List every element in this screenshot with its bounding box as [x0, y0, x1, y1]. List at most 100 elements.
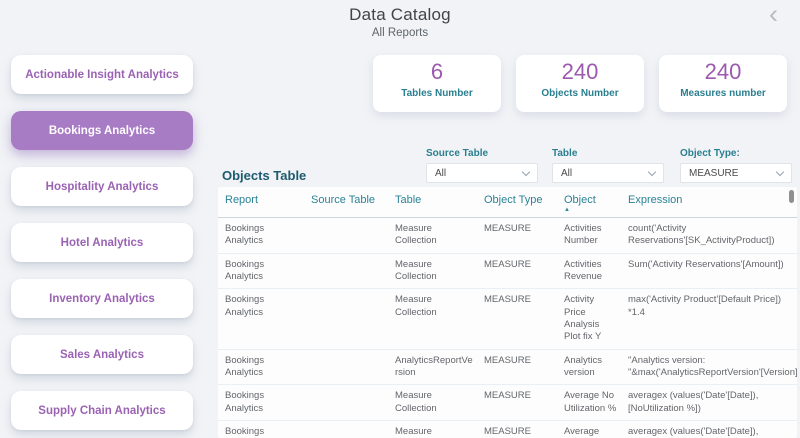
page-title: Data Catalog — [349, 5, 451, 24]
cell-expression: averagex (values('Date'[Date]), [NoUtili… — [628, 390, 759, 414]
cell-expression: count('Activity Reservations'[SK_Activit… — [628, 223, 775, 247]
kpi-value: 240 — [561, 59, 599, 84]
sidebar-item-inventory-analytics[interactable]: Inventory Analytics — [11, 279, 193, 318]
back-icon[interactable]: ‹ — [769, 0, 778, 29]
cell-table: Measure Collection — [395, 294, 437, 318]
objects-table-title: Objects Table — [222, 168, 307, 183]
cell-source-table — [311, 223, 395, 248]
sidebar-item-label: Inventory Analytics — [49, 292, 155, 305]
table-row[interactable]: Bookings Analytics Measure Collection ME… — [218, 254, 797, 290]
object-type-dropdown[interactable]: MEASURE — [680, 163, 792, 183]
cell-object: Average No Utilization % — [564, 390, 617, 414]
cell-object: Activity Price Analysis Plot fix Y — [564, 294, 602, 343]
cell-object-type: MEASURE — [484, 223, 531, 234]
sidebar-item-bookings-analytics[interactable]: Bookings Analytics — [11, 111, 193, 150]
cell-table: AnalyticsReportVersion — [395, 354, 473, 379]
table-row[interactable]: Bookings Analytics Measure Collection ME… — [218, 289, 797, 350]
kpi-label: Measures number — [680, 88, 766, 99]
filter-object-type: Object Type: MEASURE — [680, 148, 792, 183]
table-scrollbar-thumb[interactable] — [789, 190, 794, 203]
cell-report: Bookings Analytics — [225, 390, 265, 414]
table-body: Bookings Analytics Measure Collection ME… — [218, 218, 797, 438]
sidebar-item-label: Hotel Analytics — [60, 236, 144, 249]
cell-report: Bookings Analytics — [225, 426, 265, 438]
cell-report: Bookings Analytics — [225, 258, 265, 283]
filter-table: Table All — [552, 148, 664, 183]
filter-selected-value: MEASURE — [689, 167, 739, 179]
column-header-table[interactable]: Table ▲ — [395, 194, 484, 213]
chevron-down-icon — [647, 167, 657, 176]
column-header-label: Table — [395, 194, 422, 206]
table-row[interactable]: Bookings Analytics Measure Collection ME… — [218, 218, 797, 254]
table-row[interactable]: Bookings Analytics Measure Collection ME… — [218, 385, 797, 422]
sidebar-item-label: Supply Chain Analytics — [38, 404, 166, 417]
source-table-dropdown[interactable]: All — [426, 163, 538, 183]
kpi-value: 240 — [704, 59, 742, 84]
cell-object: Analytics version — [564, 354, 603, 379]
cell-expression: max('Activity Product'[Default Price]) *… — [628, 294, 782, 318]
column-header-label: Object Type — [484, 194, 543, 206]
kpi-card-objects-number: 240 Objects Number — [516, 55, 644, 112]
page-subtitle: All Reports — [371, 27, 429, 39]
cell-source-table — [311, 259, 395, 284]
cell-source-table — [311, 294, 395, 343]
sidebar-item-label: Actionable Insight Analytics — [25, 68, 179, 81]
filter-label: Source Table — [426, 148, 489, 159]
sidebar-item-label: Sales Analytics — [60, 348, 144, 361]
sidebar-item-label: Bookings Analytics — [48, 124, 156, 137]
cell-expression: Sum('Activity Reservations'[Amount]) — [628, 258, 784, 270]
cell-object-type: MEASURE — [484, 354, 531, 366]
cell-table: Measure Collection — [395, 258, 437, 283]
chevron-down-icon — [775, 167, 785, 176]
filter-label: Object Type: — [680, 148, 740, 159]
column-header-label: Source Table — [311, 194, 376, 206]
kpi-card-tables-number: 6 Tables Number — [373, 55, 501, 112]
sidebar-item-supply-chain-analytics[interactable]: Supply Chain Analytics — [11, 391, 193, 430]
cell-object-type: MEASURE — [484, 426, 531, 438]
sort-ascending-icon: ▲ — [564, 207, 570, 213]
kpi-label: Tables Number — [401, 88, 473, 99]
filter-source-table: Source Table All — [426, 148, 538, 183]
cell-source-table — [311, 355, 395, 380]
table-row[interactable]: Bookings Analytics AnalyticsReportVersio… — [218, 350, 797, 386]
cell-table: Measure Collection — [395, 223, 437, 247]
sidebar-item-sales-analytics[interactable]: Sales Analytics — [11, 335, 193, 374]
kpi-value: 6 — [430, 59, 444, 84]
cell-source-table — [311, 426, 395, 438]
column-header-label: Report — [225, 194, 259, 206]
kpi-label: Objects Number — [541, 88, 619, 99]
column-header-object[interactable]: Object ▲ — [564, 194, 628, 213]
cell-expression: "Analytics version: "&max('AnalyticsRepo… — [628, 354, 797, 379]
column-header-object-type[interactable]: Object Type ▲ — [484, 194, 564, 213]
sidebar-item-actionable-insight-analytics[interactable]: Actionable Insight Analytics — [11, 55, 193, 94]
column-header-report[interactable]: Report ▲ — [225, 194, 311, 213]
sidebar-item-hotel-analytics[interactable]: Hotel Analytics — [11, 223, 193, 262]
chevron-down-icon — [521, 167, 531, 176]
cell-report: Bookings Analytics — [225, 223, 265, 247]
cell-object: Activities Revenue — [564, 258, 603, 283]
column-header-source-table[interactable]: Source Table ▲ — [311, 194, 395, 213]
table-dropdown[interactable]: All — [552, 163, 664, 183]
column-header-label: Object — [564, 194, 596, 206]
filter-label: Table — [552, 148, 578, 159]
cell-object-type: MEASURE — [484, 258, 531, 270]
sidebar-item-hospitality-analytics[interactable]: Hospitality Analytics — [11, 167, 193, 206]
column-header-label: Expression — [628, 194, 683, 206]
sidebar-item-label: Hospitality Analytics — [45, 180, 159, 193]
cell-report: Bookings Analytics — [225, 294, 265, 318]
cell-table: Measure Collection — [395, 426, 432, 438]
cell-object: Activities Number — [564, 223, 602, 247]
cell-object-type: MEASURE — [484, 294, 531, 306]
column-header-expression[interactable]: Expression ▲ — [628, 194, 797, 213]
filter-selected-value: All — [561, 167, 573, 179]
table-row[interactable]: Bookings Analytics Measure Collection ME… — [218, 421, 797, 438]
filter-selected-value: All — [435, 167, 447, 179]
cell-expression: averagex (values('Date'[Date]), [Resourc… — [628, 426, 759, 438]
objects-table: Report ▲ Source Table ▲ Table ▲ Object T… — [218, 187, 797, 438]
kpi-cards: 6 Tables Number 240 Objects Number 240 M… — [373, 55, 787, 112]
report-nav: Actionable Insight Analytics Bookings Ana… — [11, 55, 193, 430]
cell-source-table — [311, 390, 395, 415]
cell-object: Average Resource Activities Number per D… — [564, 426, 600, 438]
kpi-card-measures-number: 240 Measures number — [659, 55, 787, 112]
